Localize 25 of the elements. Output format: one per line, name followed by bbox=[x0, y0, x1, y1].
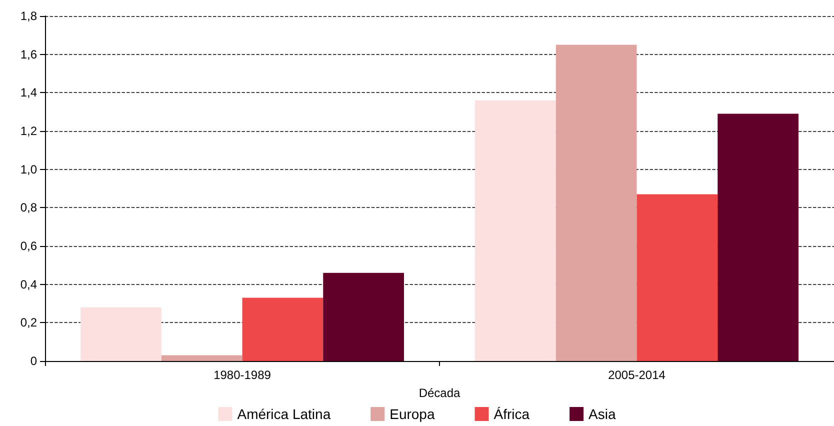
y-tick-label: 0,4 bbox=[20, 277, 38, 292]
x-tick-label: 2005-2014 bbox=[608, 368, 666, 382]
y-tick-label: 1,8 bbox=[20, 9, 38, 23]
y-tick-label: 1,4 bbox=[20, 86, 38, 100]
legend-label: Europa bbox=[390, 406, 435, 422]
y-tick-label: 1,0 bbox=[20, 162, 38, 176]
y-tick-label: 0 bbox=[30, 354, 38, 368]
y-tick-label: 0,2 bbox=[20, 316, 38, 330]
legend-label: Asia bbox=[588, 406, 616, 422]
bar bbox=[475, 100, 556, 361]
bar bbox=[161, 355, 242, 361]
bar bbox=[323, 272, 404, 361]
bar bbox=[718, 114, 798, 361]
bar bbox=[636, 194, 718, 361]
y-tick-label: 0,8 bbox=[20, 200, 38, 215]
x-tick-label: 1980-1989 bbox=[214, 368, 272, 382]
y-tick-label: 0,6 bbox=[20, 239, 38, 253]
bar bbox=[242, 298, 324, 361]
bar bbox=[80, 307, 162, 361]
legend-label: África bbox=[494, 406, 530, 422]
y-tick-label: 1,2 bbox=[20, 124, 38, 138]
bar bbox=[556, 44, 637, 361]
y-tick-label: 1,6 bbox=[20, 47, 38, 62]
x-axis-title: Década bbox=[418, 386, 460, 400]
legend-label: América Latina bbox=[237, 406, 331, 422]
